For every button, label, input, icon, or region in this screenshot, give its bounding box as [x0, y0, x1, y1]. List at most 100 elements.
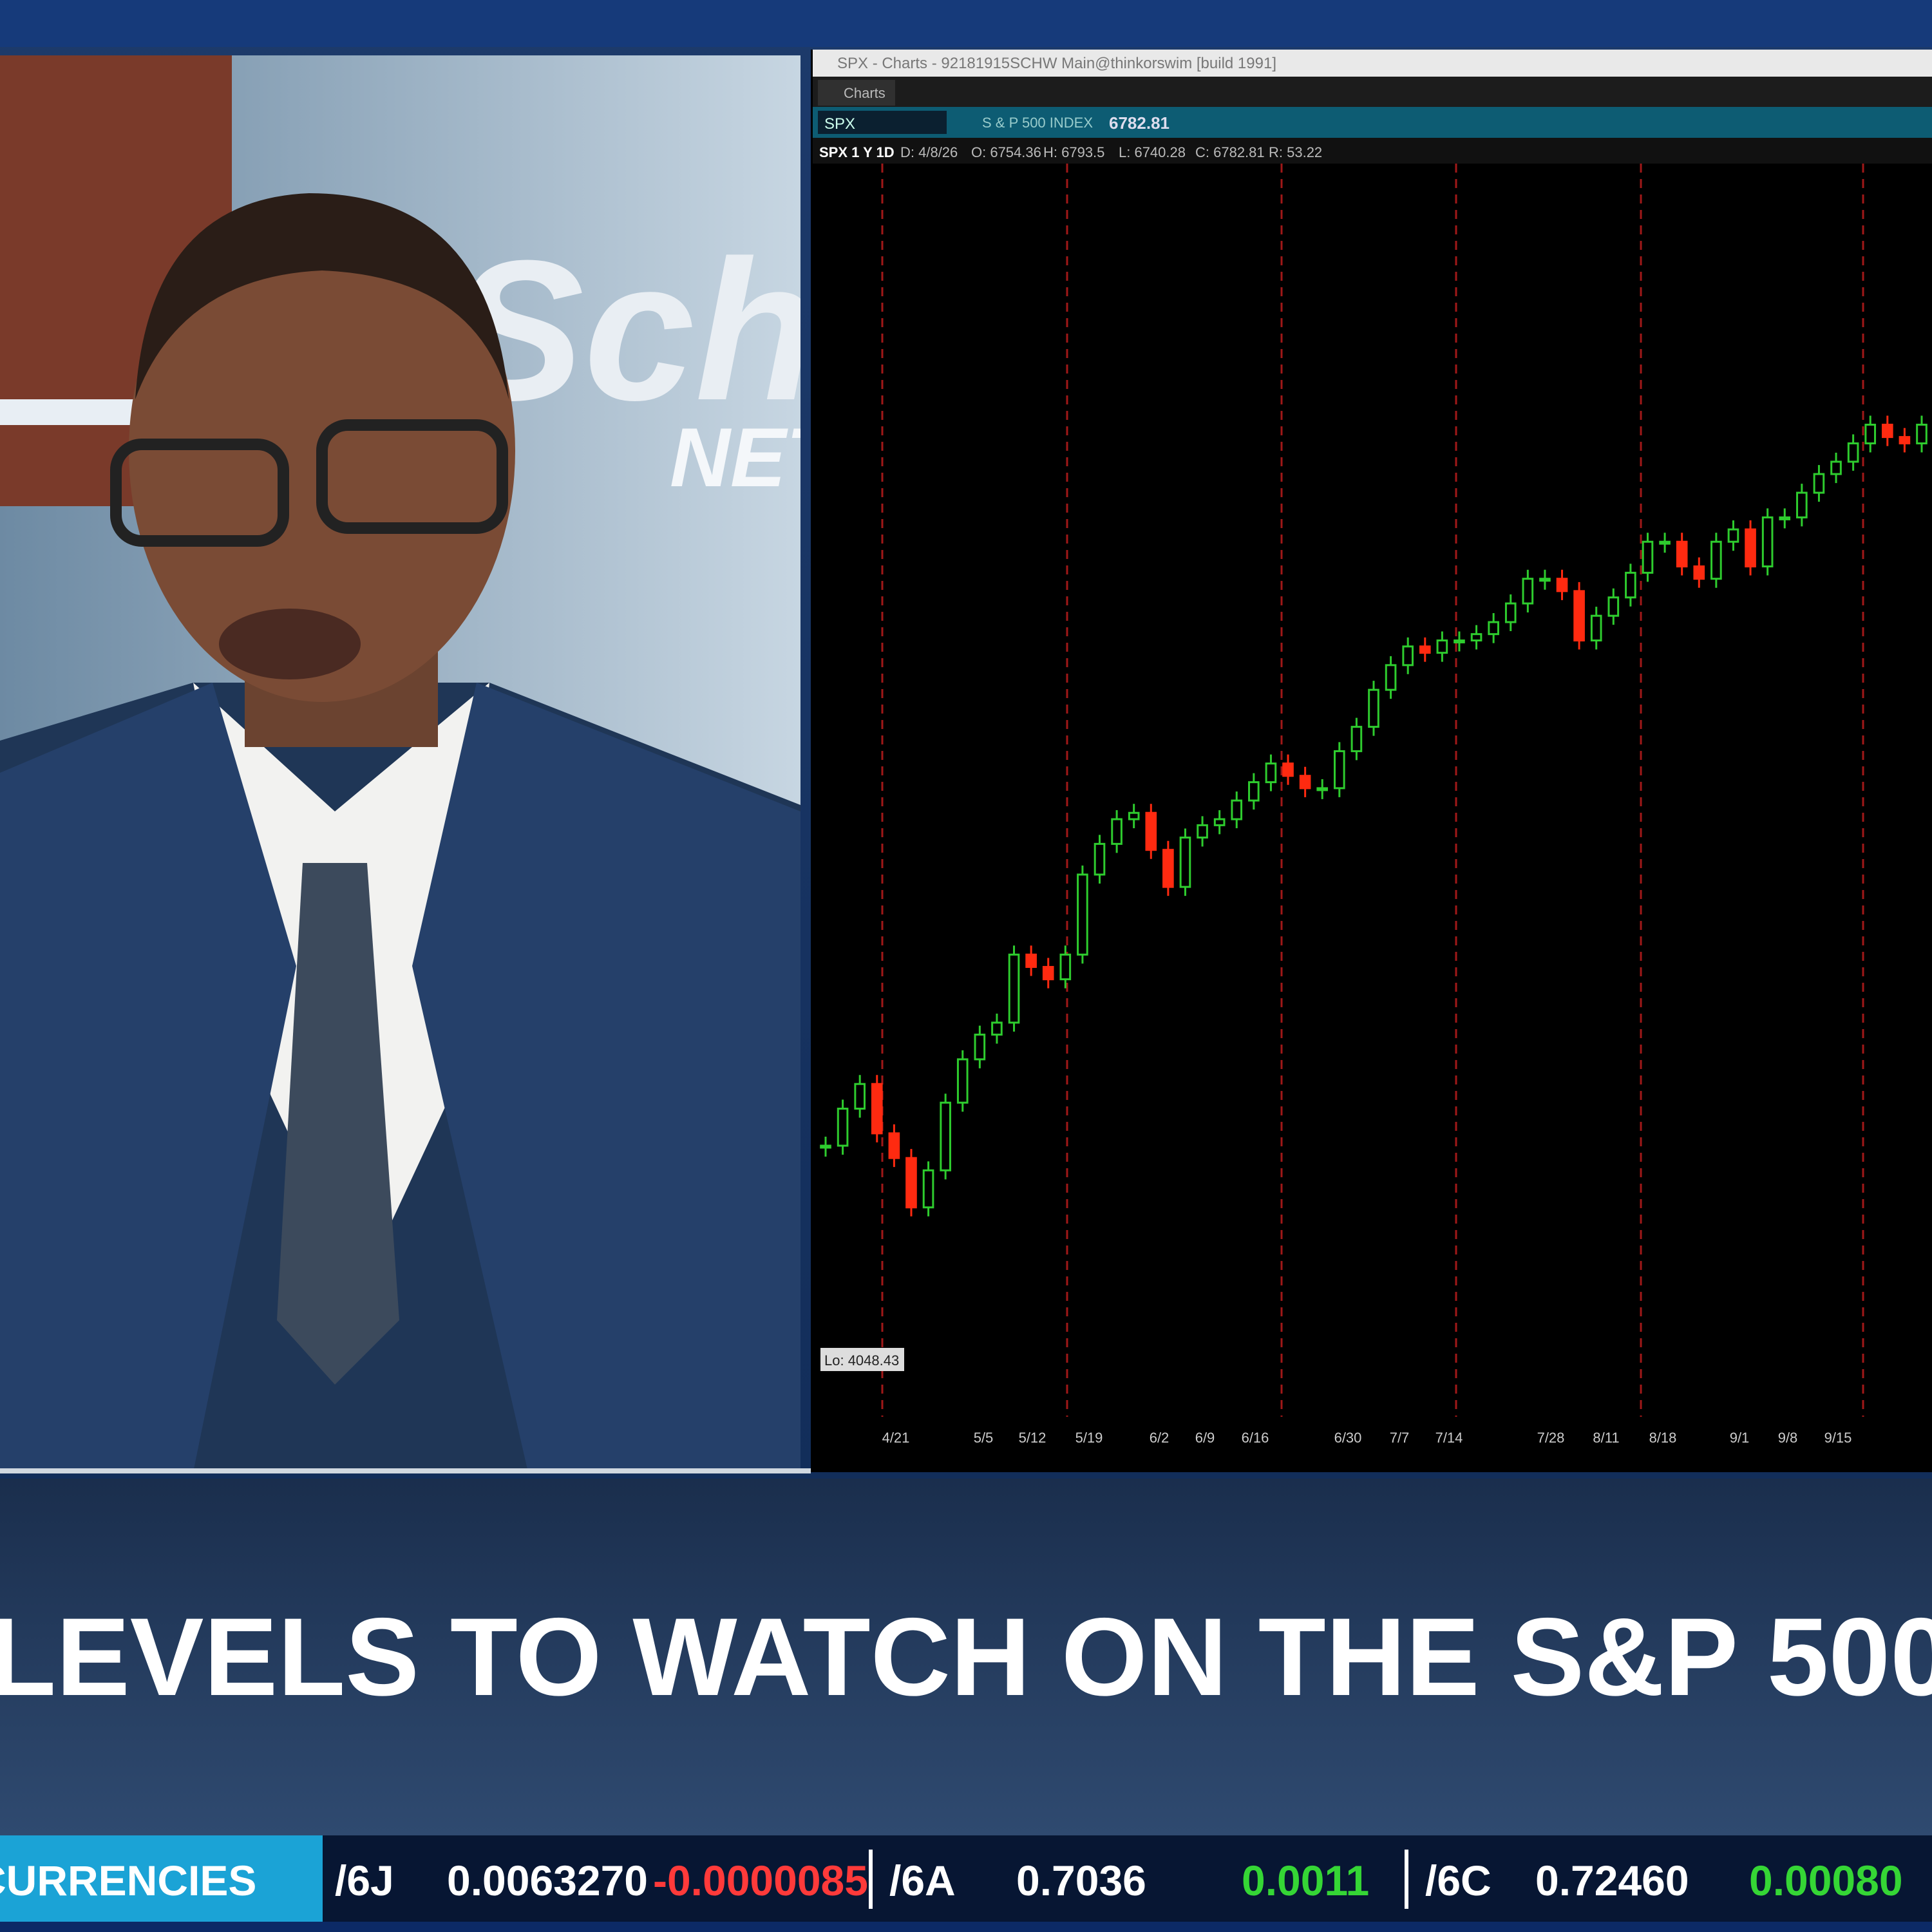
- title-bar: [813, 50, 1932, 77]
- candle: [1282, 762, 1294, 777]
- x-tick-label: 8/11: [1593, 1430, 1619, 1446]
- candle: [1676, 540, 1688, 568]
- x-tick-label: 7/28: [1537, 1430, 1565, 1446]
- info-item: C: 6782.81: [1195, 144, 1265, 160]
- candle: [1008, 953, 1020, 1024]
- candle: [1607, 596, 1620, 617]
- window-frame: [811, 50, 1932, 1472]
- tab[interactable]: [818, 80, 895, 106]
- tab-row: [813, 77, 1932, 107]
- x-tick-label: 6/2: [1150, 1430, 1170, 1446]
- low-label: Lo: 4048.43: [824, 1352, 899, 1368]
- x-tick-label: 5/19: [1075, 1430, 1103, 1446]
- lapel-left: [0, 683, 296, 1472]
- candle: [1710, 540, 1722, 580]
- candle: [1539, 578, 1551, 582]
- candle: [1350, 726, 1363, 752]
- ticker-change: -0.0000085: [653, 1857, 868, 1904]
- top-bar: [0, 0, 1932, 47]
- symbol-row: [813, 107, 1932, 138]
- ticker-divider: [1405, 1850, 1408, 1909]
- candle: [1659, 540, 1671, 545]
- candle: [1402, 645, 1414, 667]
- hair: [135, 193, 509, 399]
- candle: [820, 1144, 831, 1149]
- candle: [1590, 614, 1602, 641]
- candle: [1368, 688, 1379, 728]
- x-tick-label: 8/18: [1649, 1430, 1677, 1446]
- x-tick-label: 5/5: [974, 1430, 994, 1446]
- ticker-section: CURRENCIES: [0, 1857, 256, 1904]
- candle: [1727, 528, 1739, 543]
- candle: [940, 1101, 951, 1171]
- candle: [1779, 516, 1791, 520]
- candle: [1059, 953, 1072, 981]
- candle: [1573, 590, 1585, 641]
- candle: [871, 1083, 883, 1135]
- candle: [1213, 818, 1226, 826]
- info-item: D: 4/8/26: [900, 144, 958, 160]
- candle: [1556, 578, 1568, 592]
- candle: [1077, 873, 1088, 956]
- info-item: R: 53.22: [1269, 144, 1322, 160]
- candle: [1179, 837, 1191, 888]
- ticker-symbol: /6C: [1425, 1857, 1492, 1904]
- candle: [854, 1083, 866, 1110]
- x-tick-label: 6/9: [1195, 1430, 1215, 1446]
- candle: [1145, 811, 1157, 851]
- candle: [1419, 645, 1431, 654]
- mouth: [219, 609, 361, 679]
- candle: [1745, 528, 1756, 568]
- candle: [1042, 965, 1054, 981]
- video-panel: Schwab NETWORK: [0, 55, 1108, 1472]
- candle: [905, 1157, 917, 1209]
- candle: [1916, 423, 1927, 444]
- logo-sub: NETWORK: [670, 410, 1108, 504]
- ticker-symbol: /6J: [335, 1857, 394, 1904]
- symbol-box[interactable]: [818, 111, 947, 134]
- x-tick-label: 9/8: [1778, 1430, 1798, 1446]
- candle: [1488, 621, 1499, 636]
- candle: [1111, 818, 1122, 845]
- x-tick-label: 5/12: [1019, 1430, 1046, 1446]
- panel-border: [0, 1468, 811, 1473]
- candle: [956, 1058, 969, 1104]
- symbol[interactable]: SPX: [824, 115, 855, 133]
- info-row: [813, 138, 1932, 164]
- low-box: [820, 1348, 904, 1371]
- x-tick-label: 4/21: [882, 1430, 910, 1446]
- lapel-right: [412, 683, 800, 1472]
- candle: [1231, 799, 1243, 820]
- plot: [820, 164, 1927, 1417]
- ticker-price: 0.72460: [1535, 1857, 1689, 1904]
- candle: [1813, 473, 1825, 494]
- candle: [1385, 664, 1397, 691]
- lower-third: [0, 1479, 1932, 1835]
- candle: [1470, 633, 1482, 641]
- headline: LEVELS TO WATCH ON THE S&P 500: [0, 1595, 1932, 1719]
- candle: [1899, 436, 1911, 444]
- tab-label[interactable]: Charts: [844, 85, 886, 101]
- candle: [1625, 571, 1636, 599]
- bottom-strip: [0, 1922, 1932, 1932]
- candle: [1881, 423, 1893, 439]
- candle: [1522, 578, 1534, 605]
- ticker-section-box: [0, 1835, 323, 1922]
- candle: [1642, 540, 1654, 574]
- candle: [1436, 639, 1448, 654]
- candle: [1248, 781, 1260, 802]
- x-axis: 4/21 5/5 5/12 5/19 6/2 6/9 6/16 6/30 7/7 7/14 7/28…: [882, 1430, 1852, 1446]
- x-tick-label: 7/7: [1390, 1430, 1410, 1446]
- ticker-price: 0.0063270: [447, 1857, 648, 1904]
- candle: [1094, 842, 1106, 876]
- candle: [1316, 787, 1329, 791]
- glasses-left: [110, 439, 289, 547]
- ticker-price: 0.7036: [1016, 1857, 1146, 1904]
- info-item: SPX 1 Y 1D: [819, 144, 895, 160]
- tie: [277, 863, 399, 1385]
- info-item: H: 6793.5: [1043, 144, 1104, 160]
- candle: [1265, 762, 1277, 784]
- last-price: 6782.81: [1109, 113, 1170, 133]
